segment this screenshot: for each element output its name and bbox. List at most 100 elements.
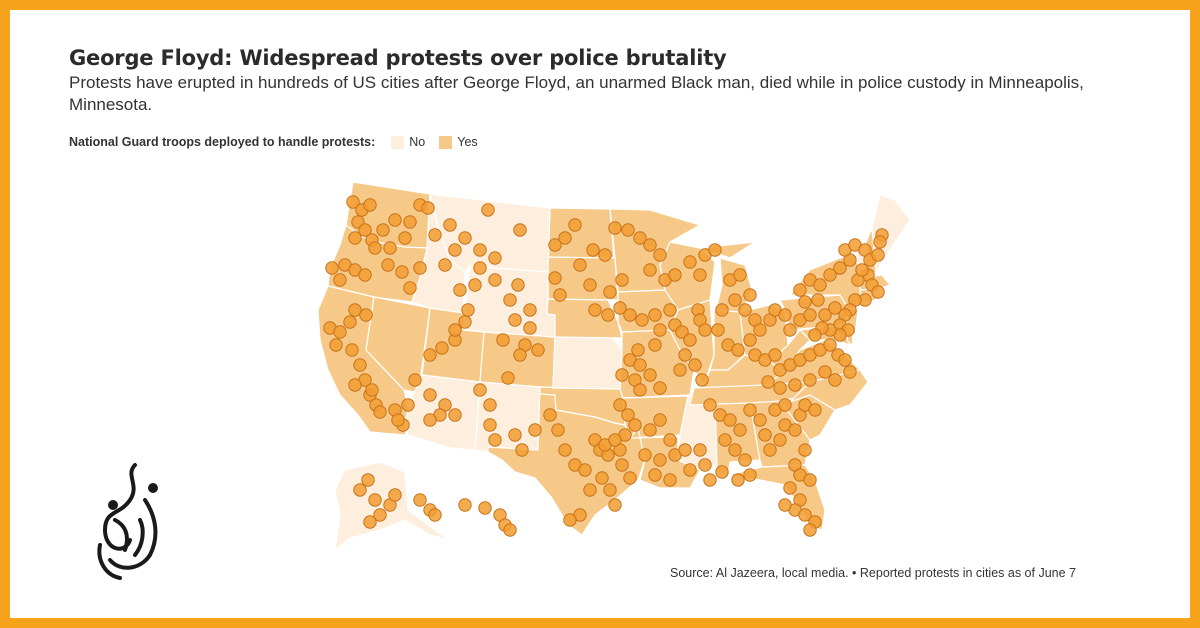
us-protest-map	[317, 181, 911, 551]
protest-marker	[423, 413, 437, 427]
protest-marker	[621, 408, 635, 422]
protest-marker	[873, 235, 887, 249]
protest-marker	[398, 231, 412, 245]
protest-marker	[448, 323, 462, 337]
protest-marker	[643, 368, 657, 382]
protest-marker	[548, 271, 562, 285]
protest-marker	[633, 231, 647, 245]
protest-marker	[711, 323, 725, 337]
protest-marker	[708, 243, 722, 257]
protest-marker	[668, 268, 682, 282]
protest-marker	[803, 523, 817, 537]
protest-marker	[718, 433, 732, 447]
protest-marker	[548, 238, 562, 252]
protest-marker	[461, 303, 475, 317]
protest-marker	[798, 443, 812, 457]
protest-marker	[643, 263, 657, 277]
protest-marker	[818, 308, 832, 322]
al-jazeera-logo	[97, 463, 158, 580]
protest-marker	[583, 278, 597, 292]
protest-marker	[803, 373, 817, 387]
protest-marker	[348, 303, 362, 317]
protest-marker	[698, 323, 712, 337]
protest-marker	[653, 323, 667, 337]
protest-marker	[435, 341, 449, 355]
chart-subtitle: Protests have erupted in hundreds of US …	[69, 73, 1084, 114]
protest-marker	[528, 423, 542, 437]
protest-marker	[653, 413, 667, 427]
protest-marker	[788, 423, 802, 437]
protest-marker	[553, 288, 567, 302]
protest-marker	[783, 323, 797, 337]
protest-marker	[855, 263, 869, 277]
protest-marker	[838, 353, 852, 367]
protest-marker	[663, 473, 677, 487]
protest-marker	[413, 493, 427, 507]
protest-marker	[391, 413, 405, 427]
protest-marker	[458, 498, 472, 512]
protest-marker	[648, 308, 662, 322]
protest-marker	[648, 338, 662, 352]
source-note: Source: Al Jazeera, local media. • Repor…	[670, 566, 1076, 580]
protest-marker	[743, 468, 757, 482]
protest-marker	[798, 508, 812, 522]
protest-marker	[631, 343, 645, 357]
protest-marker	[628, 418, 642, 432]
protest-marker	[503, 293, 517, 307]
protest-marker	[329, 338, 343, 352]
protest-marker	[615, 458, 629, 472]
protest-marker	[731, 343, 745, 357]
protest-marker	[421, 201, 435, 215]
protest-marker	[798, 295, 812, 309]
protest-marker	[608, 433, 622, 447]
legend-label-no: No	[409, 135, 426, 149]
protest-marker	[346, 195, 360, 209]
protest-marker	[773, 433, 787, 447]
protest-marker	[828, 373, 842, 387]
protest-marker	[778, 398, 792, 412]
protest-marker	[743, 403, 757, 417]
legend-label-yes: Yes	[457, 135, 478, 149]
protest-marker	[363, 515, 377, 529]
protest-marker	[448, 408, 462, 422]
protest-marker	[508, 428, 522, 442]
protest-marker	[395, 265, 409, 279]
protest-marker	[778, 498, 792, 512]
protest-marker	[615, 368, 629, 382]
protest-marker	[743, 333, 757, 347]
protest-marker	[428, 228, 442, 242]
protest-marker	[473, 383, 487, 397]
protest-marker	[513, 348, 527, 362]
infographic-frame: George Floyd: Widespread protests over p…	[10, 10, 1190, 618]
protest-marker	[601, 308, 615, 322]
protest-marker	[808, 403, 822, 417]
protest-marker	[359, 308, 373, 322]
legend-swatch-no	[391, 135, 405, 149]
legend: National Guard troops deployed to handle…	[69, 135, 492, 149]
protest-marker	[871, 285, 885, 299]
protest-marker	[803, 473, 817, 487]
protest-marker	[811, 293, 825, 307]
protest-marker	[715, 303, 729, 317]
protest-marker	[511, 278, 525, 292]
protest-markers	[323, 195, 889, 537]
protest-marker	[343, 315, 357, 329]
protest-marker	[358, 223, 372, 237]
protest-marker	[501, 371, 515, 385]
state-ks	[552, 336, 623, 390]
protest-marker	[688, 358, 702, 372]
protest-marker	[643, 238, 657, 252]
protest-marker	[871, 248, 885, 262]
protest-marker	[828, 301, 842, 315]
protest-marker	[388, 488, 402, 502]
protest-marker	[653, 453, 667, 467]
protest-marker	[638, 448, 652, 462]
protest-marker	[703, 398, 717, 412]
protest-marker	[758, 428, 772, 442]
protest-marker	[733, 268, 747, 282]
protest-marker	[728, 443, 742, 457]
protest-marker	[761, 375, 775, 389]
protest-marker	[693, 268, 707, 282]
protest-marker	[468, 278, 482, 292]
protest-marker	[683, 255, 697, 269]
